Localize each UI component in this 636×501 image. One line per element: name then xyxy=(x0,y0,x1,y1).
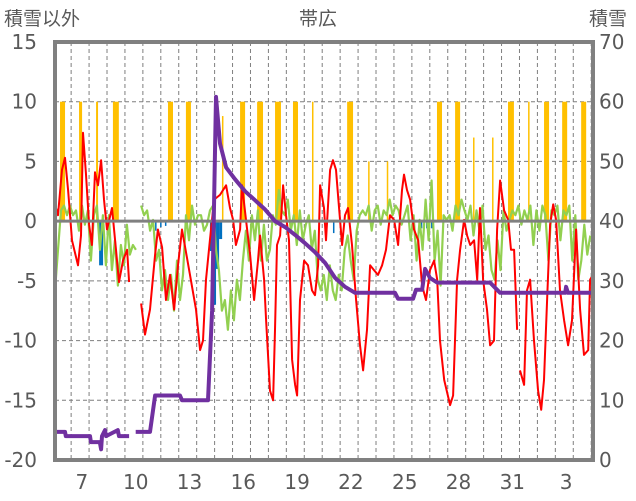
green-series-line xyxy=(140,179,592,331)
sunshine-bar xyxy=(473,137,475,222)
y2-tick-label: 20 xyxy=(599,329,624,353)
y2-tick-label: 70 xyxy=(599,30,624,54)
precipitation-bar xyxy=(420,221,423,229)
sunshine-bar xyxy=(455,101,461,222)
plot-border xyxy=(53,40,595,462)
sunshine-bar xyxy=(581,101,587,222)
sunshine-bar xyxy=(507,101,514,222)
y2-tick-label: 0 xyxy=(599,448,612,472)
temperature-line xyxy=(54,131,594,411)
x-tick-label: 10 xyxy=(123,470,148,494)
sunshine-bar xyxy=(96,101,99,222)
sunshine-bar xyxy=(347,101,354,222)
y-tick-label: 5 xyxy=(24,149,37,173)
sunshine-bar xyxy=(240,101,246,222)
x-tick-label: 3 xyxy=(560,470,573,494)
y-tick-label: -15 xyxy=(4,388,37,412)
x-tick-label: 22 xyxy=(338,470,363,494)
sunshine-bar xyxy=(436,101,443,222)
series-lines xyxy=(53,94,594,452)
x-tick-label: 13 xyxy=(177,470,202,494)
sunshine-bar xyxy=(221,116,224,222)
snow-depth-line xyxy=(55,94,593,452)
sunshine-bar xyxy=(257,101,264,222)
precipitation-bar xyxy=(155,221,157,231)
y2-tick-label: 40 xyxy=(599,209,624,233)
right-axis-title: 積雪 xyxy=(589,8,627,30)
y2-tick-label: 50 xyxy=(599,149,624,173)
x-tick-label: 19 xyxy=(284,470,309,494)
sunshine-bar xyxy=(112,101,119,222)
sunshine-bar xyxy=(292,101,298,222)
y-tick-label: 15 xyxy=(12,30,37,54)
sunshine-bar xyxy=(79,101,83,222)
y-tick-label: -10 xyxy=(4,329,37,353)
sunshine-bar xyxy=(185,101,191,222)
sunshine-bar xyxy=(275,101,281,222)
y-tick-label: -5 xyxy=(17,269,37,293)
y-tick-label: -20 xyxy=(4,448,37,472)
sunshine-bar xyxy=(492,137,494,222)
sunshine-bar xyxy=(544,101,550,222)
y-tick-label: 0 xyxy=(24,209,37,233)
x-tick-label: 28 xyxy=(446,470,471,494)
precipitation-bar xyxy=(160,221,162,228)
y2-tick-label: 60 xyxy=(599,90,624,114)
precipitation-bar xyxy=(332,221,335,234)
bars xyxy=(60,101,587,305)
sunshine-bar xyxy=(311,101,314,222)
sunshine-bar xyxy=(562,101,568,222)
x-tick-label: 7 xyxy=(76,470,89,494)
y2-tick-label: 30 xyxy=(599,269,624,293)
sunshine-bar xyxy=(167,101,174,222)
sunshine-bar xyxy=(386,161,389,222)
plot-frame xyxy=(53,40,595,462)
left-axis-title: 積雪以外 xyxy=(4,8,80,30)
sunshine-bar xyxy=(368,161,370,222)
green-series-line xyxy=(53,204,137,291)
sunshine-bar xyxy=(60,101,66,222)
x-tick-label: 31 xyxy=(500,470,525,494)
precipitation-bar xyxy=(219,221,223,240)
precipitation-bar xyxy=(216,221,220,269)
precipitation-bar xyxy=(431,221,433,229)
sunshine-bar xyxy=(528,101,530,222)
y2-tick-label: 10 xyxy=(599,388,624,412)
chart-title: 帯広 xyxy=(299,8,337,30)
precipitation-bar xyxy=(164,221,167,226)
y-tick-label: 10 xyxy=(12,90,37,114)
x-tick-label: 25 xyxy=(392,470,417,494)
x-tick-label: 16 xyxy=(231,470,256,494)
